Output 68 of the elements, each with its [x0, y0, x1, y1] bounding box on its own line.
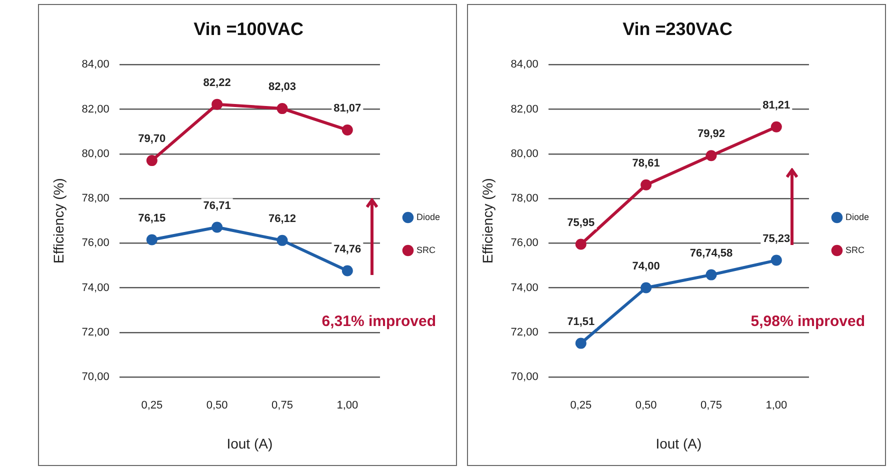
y-axis-title: Efficiency (%)	[50, 178, 66, 264]
x-tick-label: 0,75	[700, 400, 722, 412]
y-tick-label: 72,00	[82, 326, 110, 338]
x-tick-label: 0,25	[141, 400, 163, 412]
data-label: 74,00	[632, 260, 660, 272]
point	[276, 103, 288, 114]
legend-label: SRC	[845, 244, 865, 255]
chart-title: Vin =230VAC	[622, 18, 732, 39]
x-tick-label: 0,25	[570, 400, 592, 412]
point	[342, 124, 353, 136]
x-tick-label: 0,75	[272, 400, 293, 412]
legend-label: Diode	[416, 212, 440, 222]
x-tick-label: 1,00	[766, 400, 788, 412]
y-tick-label: 70,00	[510, 371, 538, 384]
point	[342, 265, 353, 276]
point	[146, 155, 158, 166]
data-label: 81,07	[334, 102, 362, 115]
y-tick-label: 76,00	[510, 237, 538, 250]
y-tick-label: 84,00	[510, 58, 538, 71]
annotation: 5,98% improved	[750, 313, 865, 330]
y-tick-label: 82,00	[510, 103, 538, 116]
data-label: 81,21	[762, 99, 790, 112]
point	[276, 234, 288, 246]
y-tick-label: 74,00	[510, 282, 538, 294]
data-label: 79,70	[138, 133, 166, 146]
y-tick-label: 72,00	[510, 326, 538, 338]
point	[640, 282, 652, 294]
point	[575, 238, 586, 250]
y-tick-label: 80,00	[510, 148, 538, 160]
legend-label: Diode	[845, 212, 869, 222]
x-axis-title: Iout (A)	[656, 435, 702, 452]
x-tick-label: 0,50	[635, 400, 657, 412]
data-label: 75,95	[567, 216, 595, 229]
point	[640, 179, 652, 190]
data-label: 75,23	[762, 232, 790, 245]
x-tick-label: 1,00	[336, 400, 358, 412]
point	[770, 121, 782, 132]
data-label: 82,22	[203, 76, 231, 89]
data-label: 76,12	[268, 212, 296, 225]
data-label: 82,03	[268, 81, 296, 94]
y-tick-label: 82,00	[82, 103, 110, 116]
y-tick-label: 80,00	[82, 148, 110, 160]
data-label: 76,15	[138, 212, 166, 224]
data-label: 76,74,58	[690, 247, 733, 260]
y-tick-label: 78,00	[510, 192, 538, 205]
x-tick-label: 0,50	[206, 400, 228, 412]
data-label: 78,61	[632, 157, 660, 170]
y-tick-label: 84,00	[82, 58, 110, 71]
data-label: 76,71	[203, 200, 231, 212]
legend-label: SRC	[416, 244, 436, 255]
point	[575, 338, 586, 349]
point	[706, 150, 717, 162]
data-label: 71,51	[567, 316, 595, 328]
y-tick-label: 76,00	[82, 237, 110, 250]
point	[212, 98, 223, 110]
data-label: 74,76	[334, 243, 362, 256]
x-axis-title: Iout (A)	[226, 435, 273, 452]
y-axis-title: Efficiency (%)	[479, 178, 496, 264]
annotation: 6,31% improved	[322, 313, 436, 330]
point	[146, 234, 158, 246]
chart-title: Vin =100VAC	[194, 18, 304, 39]
y-tick-label: 70,00	[82, 371, 110, 384]
y-tick-label: 78,00	[82, 192, 110, 205]
point	[706, 269, 717, 280]
point	[212, 222, 223, 233]
point	[770, 254, 782, 266]
y-tick-label: 74,00	[82, 282, 110, 294]
data-label: 79,92	[697, 128, 726, 140]
